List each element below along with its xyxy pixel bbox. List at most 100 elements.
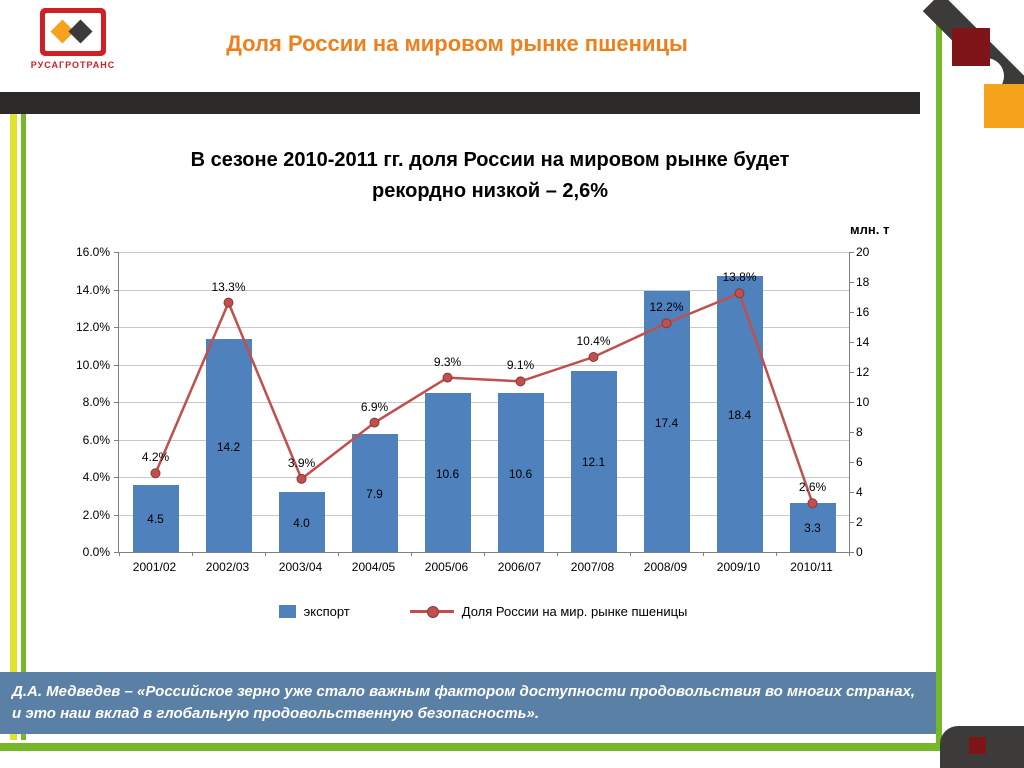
left-axis-tick-label: 8.0% <box>82 395 110 409</box>
plot-area: 4.5 14.2 4.0 7.9 10.6 10.6 12.1 17.4 18.4 3.3 4.2%… <box>114 252 854 556</box>
share-line-marker-icon <box>369 417 380 428</box>
share-line-marker-icon <box>588 352 599 362</box>
slide-header-title: Доля России на мировом рынке пшеницы <box>226 31 688 56</box>
decor-bottom-green-line <box>0 743 1024 751</box>
export-bar <box>570 370 617 552</box>
right-axis-tick-label: 16 <box>856 305 870 319</box>
export-bar-value-label: 3.3 <box>804 521 821 536</box>
chart-heading: В сезоне 2010-2011 гг. доля России на ми… <box>120 145 860 207</box>
x-axis-tick <box>119 552 120 556</box>
legend-line-swatch <box>409 606 454 618</box>
right-axis-tick-label: 6 <box>856 455 863 469</box>
export-bar-value-label: 12.1 <box>581 455 606 470</box>
x-axis-category-label: 2001/02 <box>132 560 177 574</box>
grid-line <box>119 402 849 403</box>
share-point-value-label: 9.1% <box>506 358 535 373</box>
right-axis-tick-label: 20 <box>856 245 870 259</box>
export-bar <box>351 433 398 552</box>
x-axis-category-label: 2010/11 <box>790 560 833 574</box>
grid-line <box>119 477 849 478</box>
right-axis-tick <box>849 492 854 493</box>
x-axis-tick <box>703 552 704 556</box>
export-bar-value-label: 18.4 <box>727 408 752 422</box>
logo-text: РУСАГРОТРАНС <box>30 60 116 70</box>
right-axis-tick <box>849 372 854 373</box>
right-axis-tick <box>849 312 854 313</box>
x-axis-category-label: 2006/07 <box>497 560 542 574</box>
right-axis-tick <box>849 432 854 433</box>
export-bar-value-label: 10.6 <box>508 466 533 481</box>
company-logo: РУСАГРОТРАНС <box>30 8 116 70</box>
share-line <box>150 288 818 509</box>
share-line-marker-icon <box>223 297 234 308</box>
decor-dark-strip <box>0 92 920 114</box>
right-axis-tick-label: 4 <box>856 485 863 499</box>
export-bar <box>424 393 471 552</box>
export-bar <box>497 393 544 552</box>
left-axis-tick <box>114 327 119 328</box>
left-axis-tick-label: 12.0% <box>75 320 110 334</box>
left-axis-tick-label: 0.0% <box>82 545 110 559</box>
decor-right-green-line <box>936 0 942 751</box>
share-point-value-label: 13.8% <box>722 270 757 285</box>
export-bar-value-label: 14.2 <box>216 439 241 454</box>
left-axis-tick-label: 4.0% <box>82 470 110 484</box>
share-line-marker-icon <box>515 376 526 387</box>
x-axis-tick <box>265 552 266 556</box>
chart-heading-line1: В сезоне 2010-2011 гг. доля России на ми… <box>190 149 790 171</box>
x-axis-tick <box>338 552 339 556</box>
right-axis-tick-label: 12 <box>856 365 870 379</box>
left-axis-tick <box>114 364 119 366</box>
decor-orange-square <box>984 84 1024 128</box>
decor-left-stripe-green <box>21 114 26 740</box>
legend-item-export: экспорт <box>278 604 350 619</box>
export-bar <box>716 276 763 552</box>
quote-text: Д.А. Медведев – «Российское зерно уже ст… <box>12 683 916 722</box>
x-axis-tick <box>484 552 485 556</box>
export-bar-value-label: 4.5 <box>147 512 164 527</box>
right-axis-tick <box>849 342 854 343</box>
share-point-value-label: 9.3% <box>433 354 462 369</box>
right-axis-tick-label: 0 <box>856 545 863 559</box>
share-line-marker-icon <box>734 288 745 299</box>
left-axis-tick <box>114 252 119 253</box>
x-axis-tick <box>630 552 631 556</box>
export-bar-value-label: 7.9 <box>366 486 383 501</box>
decor-bottom-corner-maroon <box>969 737 986 754</box>
grid-line <box>119 252 849 253</box>
share-line-marker-icon <box>442 372 453 383</box>
share-line-marker-icon <box>150 468 161 479</box>
left-axis-tick-label: 10.0% <box>75 357 110 372</box>
legend-item-share: Доля России на мир. рынке пшеницы <box>409 604 687 619</box>
right-axis-tick-label: 18 <box>856 275 870 289</box>
grid-line <box>119 327 849 328</box>
right-axis-tick <box>849 402 854 403</box>
x-axis-tick <box>849 552 850 556</box>
right-axis-tick <box>849 462 854 463</box>
left-axis-tick <box>114 477 119 478</box>
share-point-value-label: 2.6% <box>798 480 827 495</box>
left-axis-tick-label: 16.0% <box>75 245 110 259</box>
grid-line <box>119 364 849 366</box>
share-point-value-label: 4.2% <box>141 450 170 465</box>
x-axis-category-label: 2009/10 <box>716 560 761 574</box>
share-line-marker-icon <box>807 498 818 509</box>
right-axis-tick <box>849 282 854 283</box>
left-axis-tick <box>114 402 119 403</box>
x-axis-category-label: 2005/06 <box>424 560 469 574</box>
right-axis-tick-label: 14 <box>856 335 870 349</box>
left-axis-tick <box>114 289 119 291</box>
left-axis-tick-label: 6.0% <box>82 432 110 447</box>
export-bar <box>205 339 252 552</box>
share-line-marker-icon <box>296 473 307 484</box>
decor-left-stripe-yellow <box>10 114 17 740</box>
export-bar <box>789 502 836 552</box>
left-axis-tick-label: 2.0% <box>82 507 110 522</box>
right-axis-unit-label: млн. т <box>850 222 890 237</box>
export-bar-value-label: 4.0 <box>293 516 310 530</box>
grid-line <box>119 439 849 441</box>
legend: экспорт Доля России на мир. рынке пшениц… <box>118 604 848 619</box>
decor-maroon-square <box>952 28 990 66</box>
quote-banner: Д.А. Медведев – «Российское зерно уже ст… <box>0 672 936 734</box>
right-axis-tick <box>849 522 854 523</box>
